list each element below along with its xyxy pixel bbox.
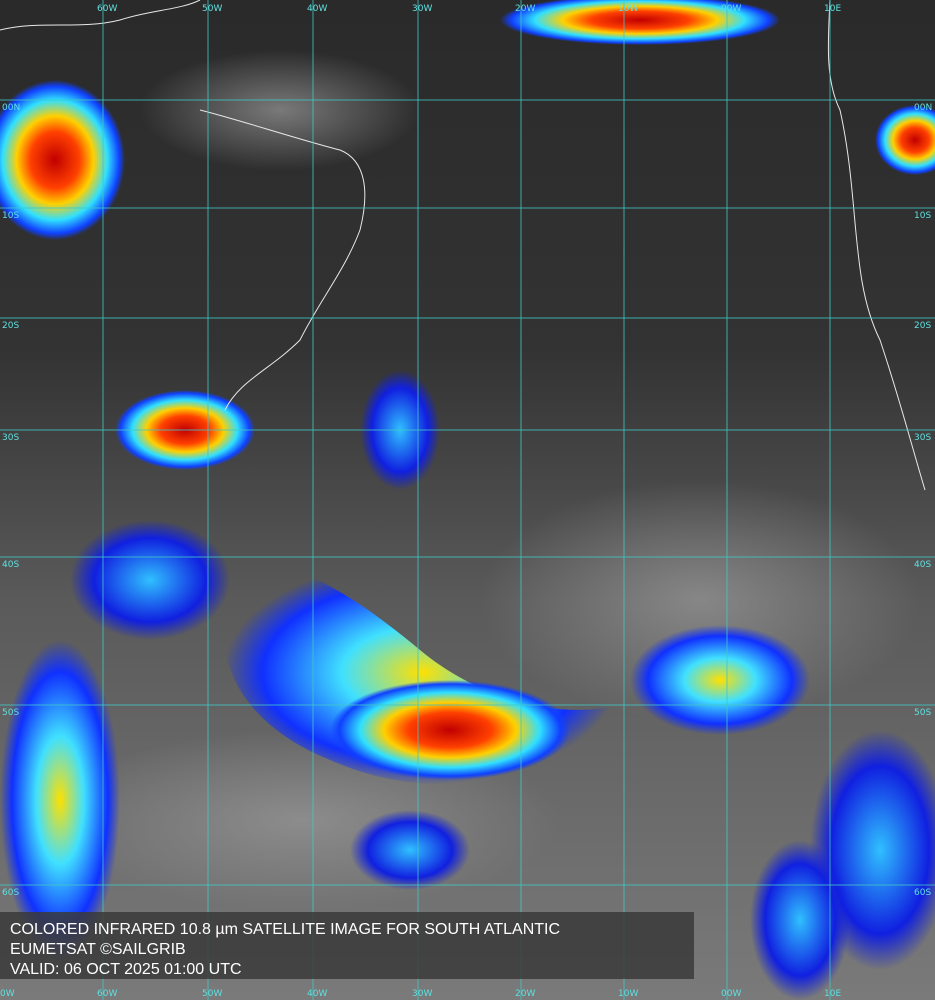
meridian-label-top: 10W [618,4,638,14]
parallel-label-right: 40S [914,560,931,570]
haze [140,50,420,170]
parallel-label-left: 40S [2,560,19,570]
meridian-label-top: 20W [515,4,535,14]
caption-line: COLORED INFRARED 10.8 µm SATELLITE IMAGE… [10,921,560,938]
meridian-label-top: 30W [412,4,432,14]
storm-cell [875,105,935,175]
haze [480,480,920,720]
parallel-label-right: 30S [914,433,931,443]
meridian-label-bottom: 30W [412,989,432,999]
storm-cell [500,0,780,45]
parallel-label-right: 20S [914,321,931,331]
meridian-label-bottom: 60W [97,989,117,999]
parallel-label-left: 20S [2,321,19,331]
storm-cell [330,680,570,780]
caption-box [0,912,694,979]
cloud-band [70,520,230,640]
cloud-band [0,640,120,960]
meridian-label-bottom: 00W [721,989,741,999]
parallel-label-right: 00N [914,103,932,113]
meridian-label-bottom: 20W [515,989,535,999]
meridian-label-bottom: 10W [618,989,638,999]
meridian-label-top: 60W [97,4,117,14]
meridian-label-top: 50W [202,4,222,14]
cloud-band [350,810,470,890]
graticule-labels: 60W 60W 50W 50W 40W 40W 30W 30W 20W 20W 10W 10W 00W 0… [0,4,932,999]
cloud-band [630,625,810,735]
coastline [0,0,201,31]
caption: COLORED INFRARED 10.8 µm SATELLITE IMAGE… [10,921,560,978]
storm-cell [0,80,125,240]
caption-line: VALID: 06 OCT 2025 01:00 UTC [10,961,242,978]
meridian-label-top: 40W [307,4,327,14]
coastline [199,109,366,411]
parallel-label-right: 60S [914,888,931,898]
meridian-label-bottom: 50W [202,989,222,999]
meridian-label-top: 10E [824,4,841,14]
cloud-band [750,840,850,1000]
parallel-label-left: 10S [2,211,19,221]
parallel-label-left: 60S [2,888,19,898]
meridian-label-top: 00W [721,4,741,14]
parallel-label-left: 30S [2,433,19,443]
meridian-label-bottom: 10E [824,989,841,999]
caption-line: EUMETSAT ©SAILGRIB [10,941,186,958]
parallel-label-right: 10S [914,211,931,221]
parallel-label-left: 50S [2,708,19,718]
parallel-label-left: 00N [2,103,20,113]
meridian-label-bottom: 40W [307,989,327,999]
parallel-label-right: 50S [914,708,931,718]
meridian-label-bottom: 0W [0,989,15,999]
